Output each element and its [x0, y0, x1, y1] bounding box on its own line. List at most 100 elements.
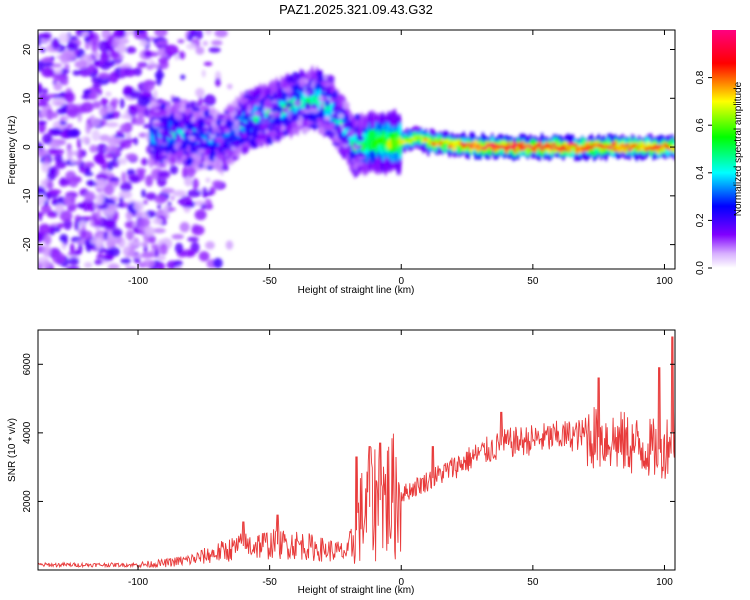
- heatmap-cell: [154, 194, 167, 204]
- colorbar-label: Normalized spectral amplitude: [733, 81, 744, 216]
- heatmap-cell: [45, 108, 54, 121]
- heatmap-cell: [114, 133, 126, 139]
- heatmap-cell: [663, 142, 668, 147]
- heatmap-cell: [341, 101, 351, 110]
- heatmap-cell: [206, 135, 211, 140]
- heatmap-cell: [75, 160, 81, 165]
- heatmap-cell: [634, 142, 640, 147]
- heatmap-cell: [99, 51, 110, 64]
- heatmap-cell: [88, 91, 98, 100]
- heatmap-cell: [103, 184, 115, 196]
- heatmap-cell: [133, 67, 142, 77]
- spectrogram-y-tick-label: -10: [22, 188, 33, 203]
- heatmap-cell: [202, 186, 208, 199]
- colorbar-tick-label: 0.6: [695, 118, 706, 132]
- heatmap-cell: [231, 116, 235, 123]
- heatmap-cell: [171, 233, 184, 240]
- heatmap-cell: [98, 72, 110, 79]
- heatmap-cell: [220, 119, 224, 123]
- heatmap-cell: [43, 234, 52, 246]
- heatmap-cell: [185, 103, 190, 109]
- heatmap-cell: [69, 242, 75, 255]
- heatmap-cell: [287, 122, 293, 131]
- heatmap-cell: [539, 147, 545, 152]
- heatmap-cell: [137, 62, 147, 69]
- heatmap-cell: [107, 263, 120, 269]
- heatmap-cell: [184, 121, 192, 127]
- heatmap-cell: [68, 257, 80, 266]
- heatmap-cell: [119, 123, 131, 134]
- heatmap-cell: [447, 145, 452, 149]
- heatmap-cell: [104, 145, 118, 153]
- heatmap-cell: [180, 139, 188, 144]
- heatmap-cell: [315, 122, 322, 127]
- heatmap-cell: [125, 229, 135, 241]
- heatmap-cell: [85, 166, 91, 173]
- heatmap-cell: [201, 69, 206, 78]
- heatmap-cell: [205, 177, 211, 183]
- heatmap-cell: [218, 143, 225, 150]
- heatmap-cell: [105, 91, 112, 97]
- heatmap-cell: [186, 144, 191, 153]
- heatmap-cell: [44, 156, 51, 163]
- heatmap-cell: [116, 43, 127, 54]
- heatmap-cell: [327, 130, 336, 139]
- heatmap-cell: [231, 156, 239, 161]
- heatmap-cell: [74, 60, 88, 69]
- heatmap-cell: [511, 146, 516, 151]
- heatmap-cell: [561, 144, 566, 149]
- heatmap-cell: [85, 123, 91, 135]
- heatmap-cell: [584, 148, 590, 152]
- heatmap-cell: [259, 122, 269, 131]
- heatmap-cell: [195, 30, 203, 40]
- heatmap-cell: [459, 141, 464, 146]
- heatmap-cell: [334, 107, 343, 112]
- heatmap-cell: [204, 30, 213, 36]
- heatmap-cell: [268, 110, 274, 116]
- heatmap-cell: [187, 156, 193, 163]
- heatmap-cell: [84, 161, 95, 168]
- chart-title: PAZ1.2025.321.09.43.G32: [279, 2, 433, 17]
- heatmap-cell: [152, 128, 159, 137]
- heatmap-cell: [290, 112, 300, 122]
- heatmap-cell: [324, 123, 333, 130]
- heatmap-cell: [211, 180, 223, 188]
- heatmap-cell: [169, 165, 179, 175]
- colorbar-tick-label: 0.2: [695, 213, 706, 227]
- heatmap-cell: [283, 107, 287, 113]
- heatmap-cell: [106, 219, 114, 228]
- snr-x-tick-label: 50: [527, 577, 539, 588]
- heatmap-cell: [247, 104, 252, 112]
- heatmap-cell: [107, 160, 114, 172]
- spectrogram-x-tick-label: 50: [527, 276, 539, 287]
- heatmap-cell: [111, 228, 123, 238]
- heatmap-cell: [50, 225, 56, 231]
- heatmap-cell: [152, 143, 157, 151]
- heatmap-cell: [323, 75, 328, 81]
- heatmap-cell: [186, 43, 197, 50]
- heatmap-cell: [620, 143, 625, 148]
- heatmap-cell: [179, 221, 190, 233]
- heatmap-cell: [276, 105, 283, 113]
- spectrogram-x-tick-label: -50: [262, 276, 277, 287]
- heatmap-cell: [284, 120, 291, 125]
- heatmap-cell: [237, 100, 241, 107]
- heatmap-cell: [40, 204, 52, 213]
- heatmap-cell: [98, 40, 111, 53]
- spectrogram-x-label: Height of straight line (km): [298, 285, 415, 296]
- heatmap-cell: [323, 116, 331, 121]
- heatmap-cell: [62, 79, 69, 86]
- heatmap-cell: [271, 102, 279, 108]
- snr-y-tick-label: 4000: [22, 421, 33, 444]
- heatmap-cell: [186, 165, 196, 178]
- heatmap-cell: [213, 257, 223, 269]
- heatmap-cell: [143, 79, 155, 92]
- heatmap-cell: [281, 81, 289, 89]
- heatmap-cell: [92, 101, 102, 109]
- heatmap-cell: [625, 143, 630, 147]
- heatmap-cell: [170, 195, 175, 201]
- heatmap-cell: [402, 140, 407, 144]
- heatmap-cell: [40, 107, 47, 119]
- heatmap-cell: [90, 117, 102, 127]
